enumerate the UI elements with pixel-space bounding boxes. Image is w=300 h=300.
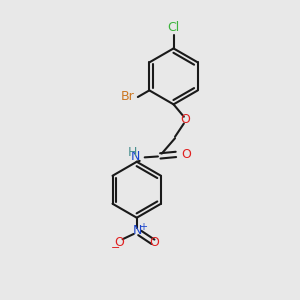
Text: O: O xyxy=(114,236,124,249)
Text: H: H xyxy=(128,146,138,159)
Text: N: N xyxy=(131,150,141,163)
Text: Br: Br xyxy=(121,91,134,103)
Text: +: + xyxy=(139,222,147,233)
Text: O: O xyxy=(149,236,159,249)
Text: O: O xyxy=(181,148,191,161)
Text: O: O xyxy=(180,112,190,126)
Text: −: − xyxy=(111,243,120,253)
Text: Cl: Cl xyxy=(167,21,180,34)
Text: N: N xyxy=(133,224,142,238)
